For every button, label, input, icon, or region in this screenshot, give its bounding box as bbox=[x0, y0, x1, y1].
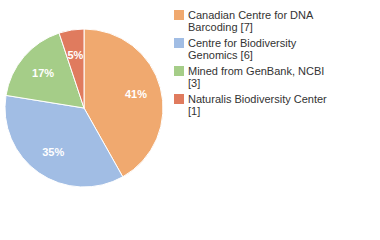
legend-label: Centre for BiodiversityGenomics [6] bbox=[188, 37, 297, 61]
legend-item: Mined from GenBank, NCBI[3] bbox=[174, 65, 324, 89]
legend-item: Canadian Centre for DNABarcoding [7] bbox=[174, 9, 314, 33]
legend-swatch bbox=[174, 94, 184, 104]
legend-label: Canadian Centre for DNABarcoding [7] bbox=[188, 9, 314, 33]
data-label: 5% bbox=[67, 49, 83, 61]
legend-item: Naturalis Biodiversity Center[1] bbox=[174, 93, 327, 117]
legend-label: Naturalis Biodiversity Center[1] bbox=[188, 93, 327, 117]
chart: 41% 35% 17% 5% Canadian Centre for DNABarcod… bbox=[0, 0, 380, 240]
legend-label: Mined from GenBank, NCBI[3] bbox=[188, 65, 324, 89]
legend-swatch bbox=[174, 66, 184, 76]
pie-slice bbox=[5, 95, 123, 187]
data-label: 35% bbox=[42, 146, 64, 158]
pie-slice bbox=[59, 29, 84, 108]
legend: Canadian Centre for DNABarcoding [7] Cent… bbox=[174, 9, 327, 117]
data-labels: 41% 35% 17% 5% bbox=[32, 49, 147, 158]
legend-swatch bbox=[174, 10, 184, 20]
legend-item: Centre for BiodiversityGenomics [6] bbox=[174, 37, 297, 61]
pie bbox=[5, 29, 163, 187]
data-label: 41% bbox=[125, 88, 147, 100]
data-label: 17% bbox=[32, 67, 54, 79]
legend-swatch bbox=[174, 38, 184, 48]
